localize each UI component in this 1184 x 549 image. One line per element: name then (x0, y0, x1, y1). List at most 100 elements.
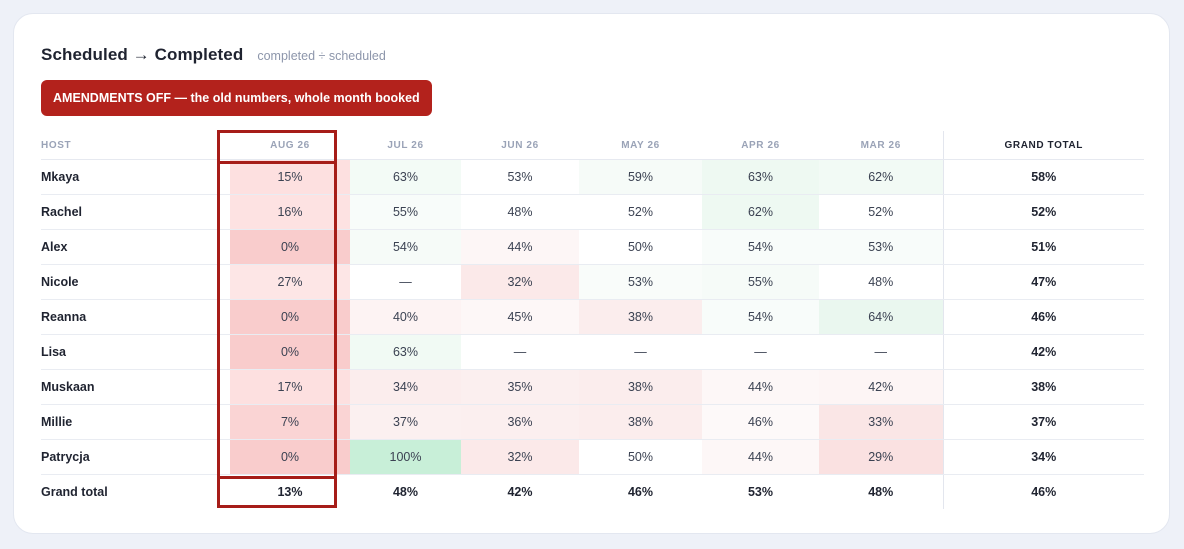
month-rate-cell: 53% (579, 264, 702, 300)
month-rate-cell: 34% (350, 369, 461, 405)
month-rate-cell: 53% (461, 159, 579, 195)
row-grand-total: 42% (942, 334, 1144, 370)
month-rate-cell: — (702, 334, 819, 370)
column-header-month[interactable]: JUL 26 (350, 131, 461, 160)
month-rate-cell: 38% (579, 299, 702, 335)
host-name: Reanna (41, 299, 230, 335)
month-rate-cell: 48% (461, 194, 579, 230)
row-grand-total: 52% (942, 194, 1144, 230)
report-title: Scheduled → Completed (41, 45, 244, 64)
month-rate-cell: — (350, 264, 461, 300)
table-row[interactable]: Nicole 27% —32% 53% 55% 48% 47% (41, 264, 1144, 300)
month-rate-cell: 53% (819, 229, 943, 265)
month-rate-cell: 0% (230, 299, 350, 335)
column-header-grand-total[interactable]: GRAND TOTAL (942, 131, 1144, 160)
row-grand-total: 58% (942, 159, 1144, 195)
grand-total-month-cell: 48% (868, 485, 894, 499)
month-rate-cell: 0% (230, 229, 350, 265)
column-header-month[interactable]: MAR 26 (819, 131, 943, 160)
month-rate-cell: 40% (350, 299, 461, 335)
month-rate-cell: 55% (702, 264, 819, 300)
month-rate-cell: 17% (230, 369, 350, 405)
row-grand-total: 34% (942, 439, 1144, 475)
table-row[interactable]: Muskaan 17% 34% 35% 38% 44% 42% 38% (41, 369, 1144, 405)
month-rate-cell: 52% (579, 194, 702, 230)
grand-total-month-cell: 46% (627, 485, 654, 499)
month-rate-cell: 29% (819, 439, 943, 475)
host-name: Nicole (41, 264, 230, 300)
grand-total-month-cell: 48% (392, 485, 419, 499)
row-grand-total: 47% (942, 264, 1144, 300)
month-rate-cell: — (819, 334, 943, 370)
report-subtitle: completed ÷ scheduled (257, 49, 386, 63)
month-rate-cell: 54% (702, 229, 819, 265)
month-rate-cell: 0% (230, 334, 350, 370)
table-row[interactable]: Patrycja 0% 100% 32% 50% 44% 29% 34% (41, 439, 1144, 475)
month-rate-cell: 44% (461, 229, 579, 265)
host-name: Mkaya (41, 159, 230, 195)
conversion-table: HOST AUG 26 JUL 26 JUN 26 MAY 26 APR 26 … (41, 131, 1144, 509)
grand-total-label: Grand total (41, 485, 108, 499)
month-rate-cell: 62% (702, 194, 819, 230)
month-rate-cell: 44% (702, 369, 819, 405)
month-rate-cell: 16% (230, 194, 350, 230)
month-rate-cell: 37% (350, 404, 461, 440)
month-rate-cell: 54% (702, 299, 819, 335)
month-rate-cell: 36% (461, 404, 579, 440)
table-row[interactable]: Rachel 16% 55% 48% 52% 62% 52% 52% (41, 194, 1144, 230)
table-row[interactable]: Lisa 0% 63% — — — —42% (41, 334, 1144, 370)
month-rate-cell: 100% (350, 439, 461, 475)
table-row[interactable]: Reanna 0% 40% 45% 38% 54% 64% 46% (41, 299, 1144, 335)
month-rate-cell: 48% (819, 264, 943, 300)
month-rate-cell: 42% (819, 369, 943, 405)
column-header-host[interactable]: HOST (41, 131, 230, 160)
host-name: Millie (41, 404, 230, 440)
column-header-month[interactable]: APR 26 (702, 131, 819, 160)
month-rate-cell: — (579, 334, 702, 370)
host-name: Muskaan (41, 369, 230, 405)
amendments-banner: AMENDMENTS OFF — the old numbers, whole … (41, 80, 432, 116)
row-grand-total: 38% (942, 369, 1144, 405)
host-name: Lisa (41, 334, 230, 370)
month-rate-cell: 50% (579, 229, 702, 265)
overall-grand-total: 46% (942, 474, 1144, 509)
grand-total-month-cell: 13% (277, 485, 303, 499)
row-grand-total: 37% (942, 404, 1144, 440)
month-rate-cell: 7% (230, 404, 350, 440)
month-rate-cell: 54% (350, 229, 461, 265)
table-row[interactable]: Alex 0% 54% 44% 50% 54% 53% 51% (41, 229, 1144, 265)
month-rate-cell: 63% (350, 159, 461, 195)
month-rate-cell: 0% (230, 439, 350, 475)
month-rate-cell: 59% (579, 159, 702, 195)
row-grand-total: 51% (942, 229, 1144, 265)
month-rate-cell: 52% (819, 194, 943, 230)
grand-total-month-cell: 42% (507, 485, 533, 499)
month-rate-cell: 33% (819, 404, 943, 440)
month-rate-cell: 32% (461, 264, 579, 300)
month-rate-cell: 46% (702, 404, 819, 440)
month-rate-cell: 50% (579, 439, 702, 475)
table-row[interactable]: Millie 7% 37% 36% 38% 46% 33% 37% (41, 404, 1144, 440)
month-rate-cell: 38% (579, 404, 702, 440)
month-rate-cell: 38% (579, 369, 702, 405)
month-rate-cell: 27% (230, 264, 350, 300)
table-header-row: HOST AUG 26 JUL 26 JUN 26 MAY 26 APR 26 … (41, 131, 1144, 160)
row-grand-total: 46% (942, 299, 1144, 335)
month-rate-cell: 62% (819, 159, 943, 195)
report-card: Scheduled → Completed completed ÷ schedu… (13, 13, 1170, 534)
column-header-month[interactable]: AUG 26 (230, 131, 350, 160)
month-rate-cell: 64% (819, 299, 943, 335)
table-row[interactable]: Mkaya 15% 63% 53% 59% 63% 62% 58% (41, 159, 1144, 195)
month-rate-cell: 44% (702, 439, 819, 475)
grand-total-month-cell: 53% (747, 485, 774, 499)
column-header-month[interactable]: JUN 26 (461, 131, 579, 160)
host-name: Patrycja (41, 439, 230, 475)
month-rate-cell: 35% (461, 369, 579, 405)
month-rate-cell: — (461, 334, 579, 370)
month-rate-cell: 15% (230, 159, 350, 195)
report-header: Scheduled → Completed completed ÷ schedu… (41, 45, 386, 65)
column-header-month[interactable]: MAY 26 (579, 131, 702, 160)
month-rate-cell: 45% (461, 299, 579, 335)
month-rate-cell: 55% (350, 194, 461, 230)
grand-total-row: Grand total 13% 48% 42% 46% 53% 48% 46% (41, 474, 1144, 509)
